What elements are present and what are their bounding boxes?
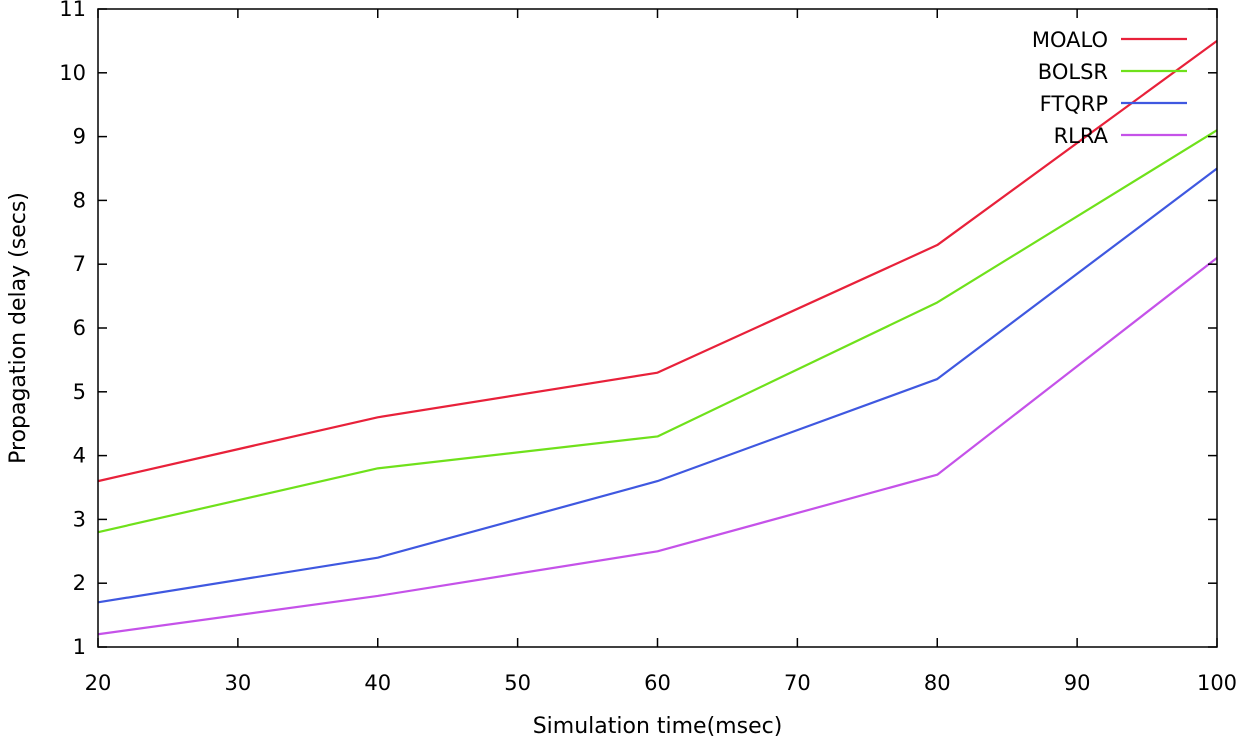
axis-tick-labels: 20 30 40 50 60 70 80 90 100 1 2 3 4 5 6 7 8 9 10 11 <box>59 0 1237 695</box>
x-tick-label: 60 <box>644 671 671 695</box>
x-tick-label: 40 <box>364 671 391 695</box>
y-tick-label: 11 <box>59 0 86 21</box>
x-tick-label: 70 <box>784 671 811 695</box>
legend-label-ftqrp: FTQRP <box>1040 92 1108 116</box>
legend-label-rlra: RLRA <box>1054 124 1109 148</box>
x-tick-label: 20 <box>85 671 112 695</box>
y-axis-label: Propagation delay (secs) <box>6 192 31 464</box>
x-tick-label: 100 <box>1197 671 1237 695</box>
series-line-bolsr <box>97 129 1218 534</box>
y-tick-label: 4 <box>73 444 86 468</box>
y-tick-label: 1 <box>73 635 86 659</box>
y-tick-label: 6 <box>73 316 86 340</box>
y-tick-label: 3 <box>73 507 86 531</box>
series-line-rlra <box>97 256 1218 636</box>
axis-ticks <box>97 8 1218 648</box>
plot-lines <box>97 40 1218 636</box>
x-tick-label: 50 <box>504 671 531 695</box>
x-tick-label: 30 <box>225 671 252 695</box>
y-tick-label: 7 <box>73 252 86 276</box>
y-tick-label: 9 <box>73 125 86 149</box>
legend-label-moalo: MOALO <box>1032 28 1108 52</box>
y-tick-label: 5 <box>73 380 86 404</box>
x-axis-label: Simulation time(msec) <box>533 714 783 739</box>
series-line-ftqrp <box>97 167 1218 604</box>
x-tick-label: 80 <box>924 671 951 695</box>
x-tick-label: 90 <box>1064 671 1091 695</box>
y-tick-label: 2 <box>73 571 86 595</box>
legend: MOALO BOLSR FTQRP RLRA <box>1032 28 1187 148</box>
series-line-moalo <box>97 40 1218 483</box>
y-tick-label: 8 <box>73 188 86 212</box>
y-tick-label: 10 <box>59 61 86 85</box>
legend-label-bolsr: BOLSR <box>1038 60 1108 84</box>
